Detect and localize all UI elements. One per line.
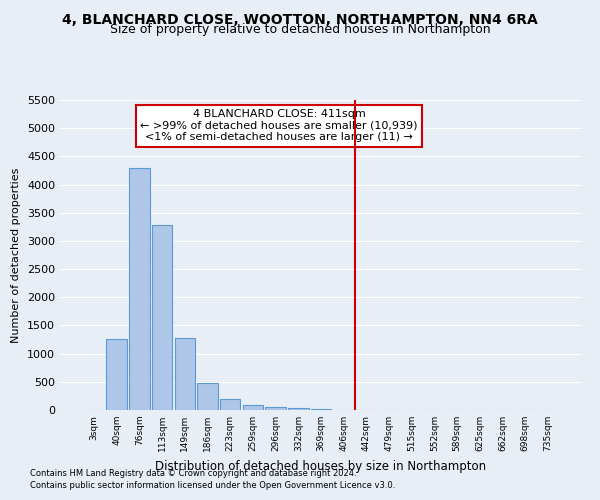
Text: Size of property relative to detached houses in Northampton: Size of property relative to detached ho… [110,24,490,36]
Text: 4, BLANCHARD CLOSE, WOOTTON, NORTHAMPTON, NN4 6RA: 4, BLANCHARD CLOSE, WOOTTON, NORTHAMPTON… [62,12,538,26]
Bar [129,168,149,410]
Text: Contains public sector information licensed under the Open Government Licence v3: Contains public sector information licen… [30,481,395,490]
Bar [175,338,195,410]
Bar [152,225,172,410]
Bar [311,409,331,410]
Bar [220,398,241,410]
Bar [242,405,263,410]
Text: Contains HM Land Registry data © Crown copyright and database right 2024.: Contains HM Land Registry data © Crown c… [30,468,356,477]
Bar [265,407,286,410]
X-axis label: Distribution of detached houses by size in Northampton: Distribution of detached houses by size … [155,460,487,472]
Bar [106,339,127,410]
Bar [288,408,308,410]
Y-axis label: Number of detached properties: Number of detached properties [11,168,22,342]
Bar [197,383,218,410]
Text: 4 BLANCHARD CLOSE: 411sqm
← >99% of detached houses are smaller (10,939)
<1% of : 4 BLANCHARD CLOSE: 411sqm ← >99% of deta… [140,110,418,142]
